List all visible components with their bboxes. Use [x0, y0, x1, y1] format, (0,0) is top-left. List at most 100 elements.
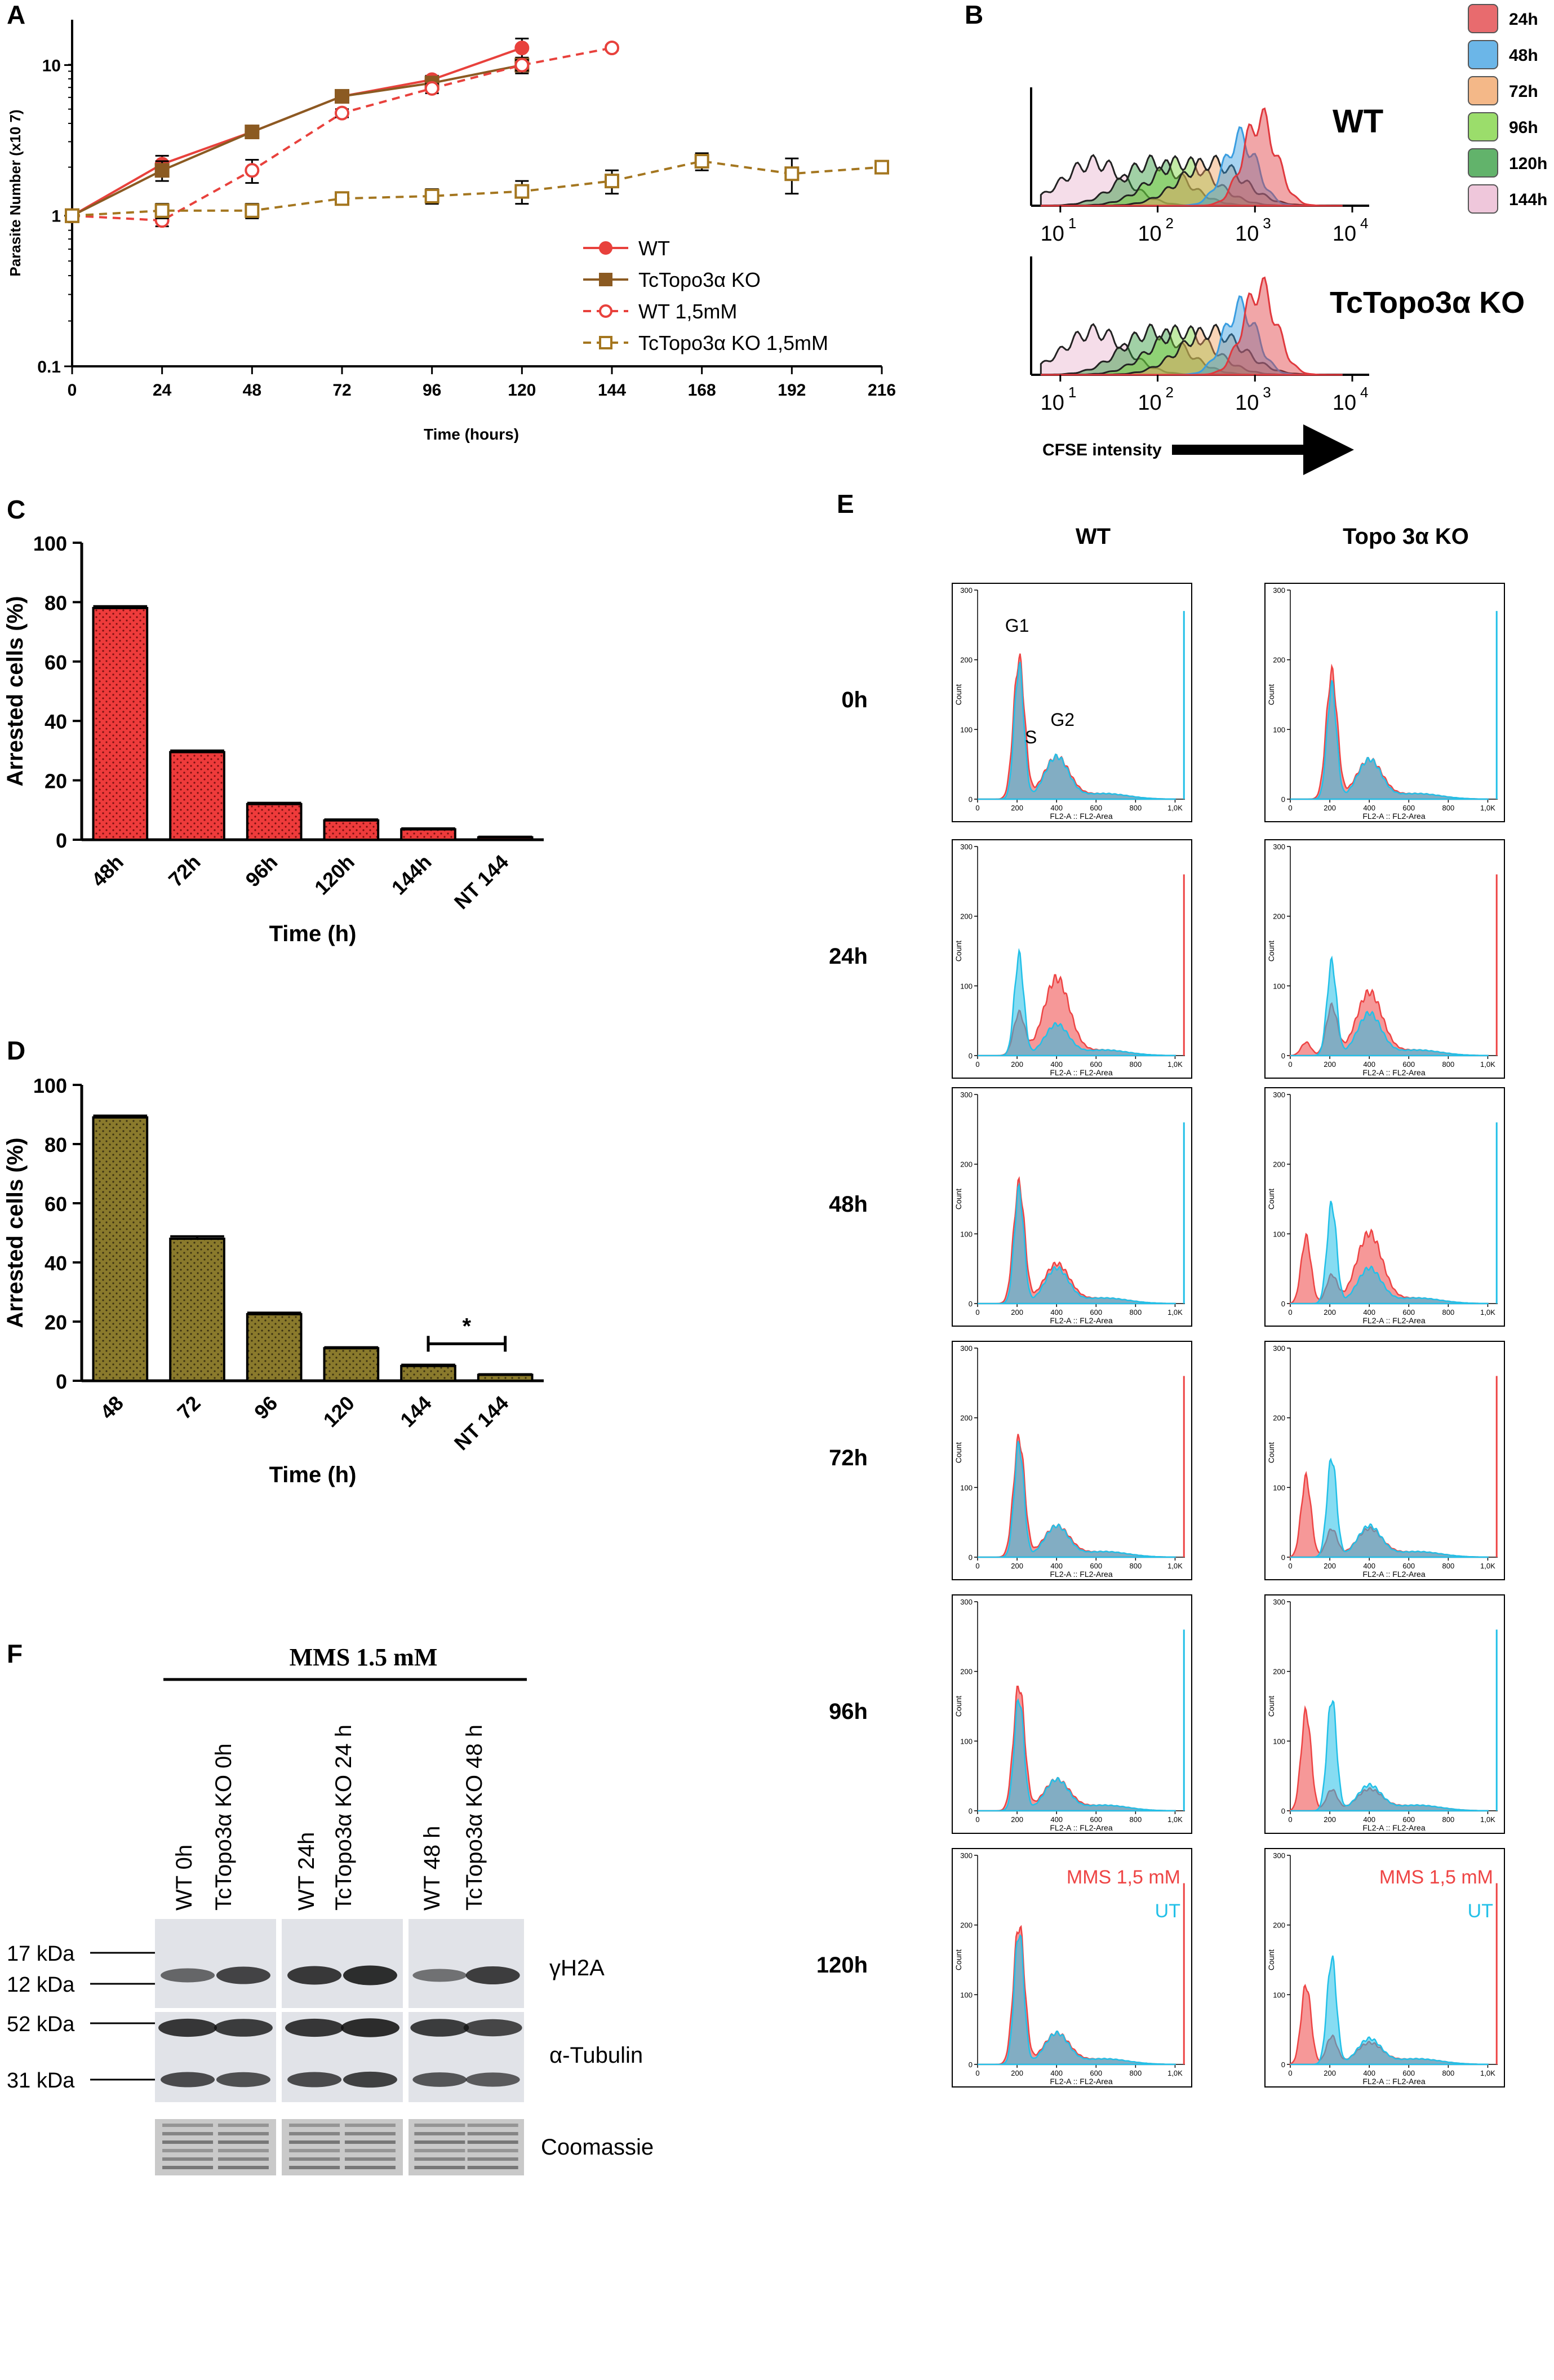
hist-tick-label: 10: [1041, 222, 1064, 246]
x-tick-label: 600: [1090, 1815, 1102, 1824]
x-tick-label: 400: [1050, 804, 1063, 812]
band-gh2a: [412, 1969, 467, 1982]
y-axis-title: Count: [954, 1189, 963, 1209]
x-tick-label: 400: [1363, 1815, 1375, 1824]
x-tick-label: 200: [1324, 804, 1336, 812]
lane-label: TcTopo3α KO 24 h: [331, 1725, 356, 1911]
y-tick-label: 100: [33, 532, 67, 555]
y-tick-label: 100: [960, 1483, 973, 1492]
x-tick-label: 600: [1402, 804, 1415, 812]
x-tick-label: 200: [1011, 1308, 1023, 1317]
panel-letter-c: C: [7, 495, 25, 524]
bar: [246, 803, 303, 841]
y-tick-label: 300: [960, 1344, 973, 1353]
histogram-frame: [1264, 1341, 1505, 1580]
legend-label: 96h: [1509, 118, 1538, 137]
y-tick-label: 300: [1273, 1851, 1285, 1860]
histogram-untreated: [1290, 1699, 1489, 1812]
x-tick-label: 600: [1090, 1562, 1102, 1570]
data-point: [605, 41, 619, 56]
hist-tick-exponent: 2: [1166, 215, 1174, 232]
legend-swatch: [1468, 184, 1498, 214]
y-tick-label: 200: [1273, 912, 1285, 921]
x-tick-label: 800: [1442, 1060, 1455, 1069]
y-tick-label: 200: [960, 1668, 973, 1676]
y-tick-label: 200: [960, 1160, 973, 1169]
coomassie-band: [414, 2140, 465, 2144]
histogram-untreated: [1290, 955, 1489, 1057]
x-tick-label: 72: [332, 381, 351, 400]
x-tick-label: 800: [1442, 2069, 1455, 2077]
y-tick-label: 0: [1281, 1553, 1285, 1562]
histogram-untreated: [978, 1698, 1176, 1812]
data-point: [65, 208, 79, 223]
y-axis-title: Arrested cells (%): [3, 1138, 28, 1328]
lane-label: WT 24h: [294, 1832, 319, 1911]
significance-star: *: [463, 1314, 472, 1339]
histogram-untreated: [978, 662, 1176, 800]
x-tick-label: 1,0K: [1480, 1562, 1495, 1570]
coomassie-band: [217, 2132, 269, 2135]
legend-label: 24h: [1509, 10, 1538, 29]
lane-label: TcTopo3α KO 0h: [211, 1743, 236, 1911]
coomassie-band: [344, 2149, 396, 2152]
y-tick-label: 0: [1281, 795, 1285, 804]
blot-title: MMS 1.5 mM: [290, 1643, 438, 1671]
y-tick-label: 200: [960, 1414, 973, 1422]
x-tick-label: 1,0K: [1480, 1060, 1495, 1069]
legend-label: 120h: [1509, 154, 1547, 173]
x-tick-label: 200: [1324, 2069, 1336, 2077]
x-tick-label: 400: [1363, 1060, 1375, 1069]
y-tick-label: 100: [1273, 982, 1285, 990]
y-tick-label: 20: [45, 770, 67, 793]
panel-letter-b: B: [965, 0, 983, 29]
x-tick-label: 1,0K: [1167, 2069, 1183, 2077]
x-tick-label: 800: [1130, 1308, 1142, 1317]
histogram-untreated: [1290, 1200, 1489, 1305]
panel-letter-a: A: [7, 0, 25, 29]
peak-label-s: S: [1025, 727, 1037, 747]
coomassie-band: [467, 2124, 518, 2127]
hist-tick-exponent: 3: [1263, 384, 1271, 401]
x-tick-label: 0: [1288, 1308, 1292, 1317]
x-tick-label: 0: [975, 1308, 979, 1317]
x-axis-title: FL2-A :: FL2-Area: [1362, 1570, 1425, 1579]
marker-label: 17 kDa: [7, 1942, 75, 1966]
y-tick-label: 200: [960, 1921, 973, 1930]
x-tick-label: 96: [423, 381, 441, 400]
legend-label: 48h: [1509, 46, 1538, 65]
coomassie-band: [217, 2124, 269, 2127]
bar: [323, 819, 380, 841]
coomassie-band: [217, 2157, 269, 2161]
y-axis-title: Count: [1267, 1189, 1276, 1209]
band-tubulin: [410, 2019, 469, 2037]
x-axis-title: FL2-A :: FL2-Area: [1050, 1570, 1112, 1579]
x-tick-label: 48: [243, 381, 261, 400]
panel-letter-e: E: [837, 489, 854, 518]
coomassie-band: [289, 2124, 340, 2127]
legend-marker: [599, 273, 612, 286]
coomassie-band: [414, 2157, 465, 2161]
y-tick-label: 200: [1273, 1668, 1285, 1676]
legend-label: WT: [638, 237, 670, 260]
y-tick-label: 0: [969, 795, 973, 804]
y-tick-label: 200: [960, 912, 973, 921]
data-point: [605, 174, 619, 189]
y-tick-label: 100: [1273, 1737, 1285, 1745]
band-tubulin-lower: [465, 2072, 520, 2087]
x-tick-label: 1,0K: [1167, 1562, 1183, 1570]
band-tubulin-lower: [287, 2072, 342, 2088]
y-tick-label: 40: [45, 710, 67, 733]
coomassie-band: [344, 2124, 396, 2127]
y-axis-title: Count: [1267, 941, 1276, 961]
data-point: [514, 41, 530, 56]
x-tick-label: 200: [1011, 1562, 1023, 1570]
lane-label: TcTopo3α KO 48 h: [462, 1725, 487, 1911]
y-tick-label: 100: [960, 1737, 973, 1745]
x-tick-label: 200: [1324, 1815, 1336, 1824]
band-tubulin: [285, 2018, 344, 2037]
histogram-frame: [952, 839, 1192, 1079]
legend-swatch: [1468, 76, 1498, 105]
x-tick-label: 600: [1090, 804, 1102, 812]
